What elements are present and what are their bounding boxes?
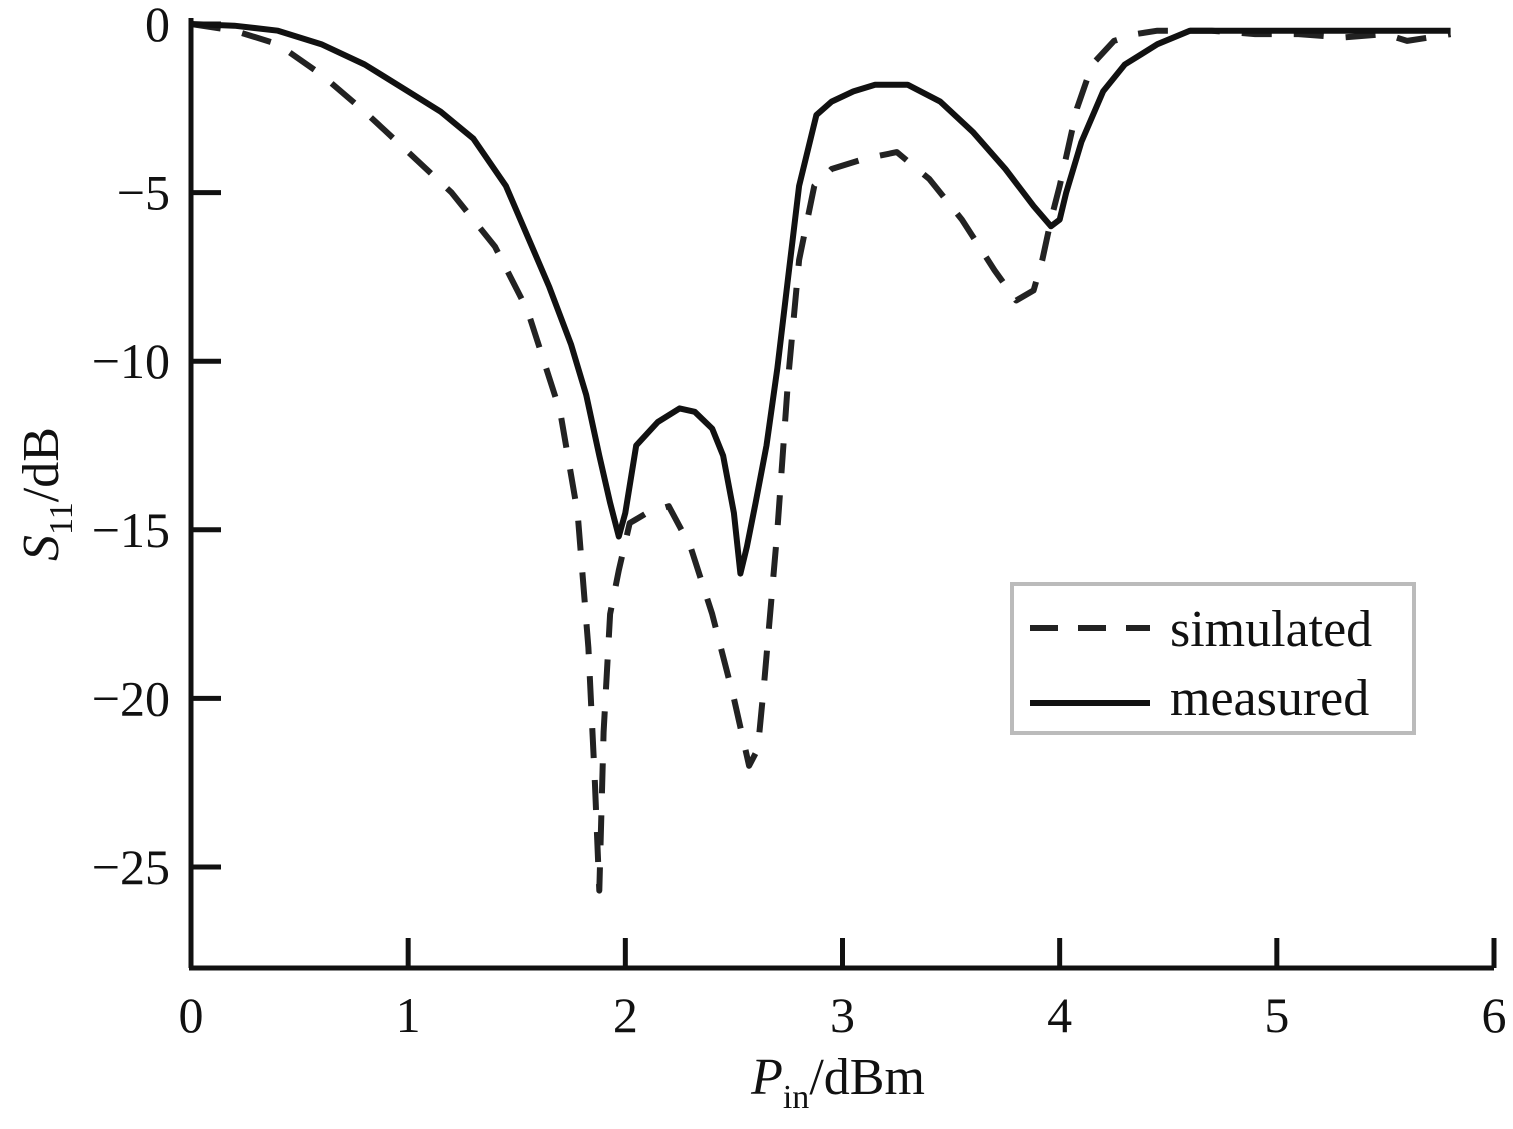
y-tick-label: −10 (92, 333, 170, 389)
y-tick-label: 0 (145, 0, 170, 52)
legend-measured-label: measured (1170, 670, 1369, 727)
y-tick-label: −20 (92, 670, 170, 726)
y-axis-title-main: S (13, 535, 70, 561)
x-tick-label: 6 (1482, 987, 1507, 1043)
series-layer (190, 21, 1452, 894)
series-line-simulated (190, 21, 1452, 894)
y-tick-label: −25 (92, 839, 170, 895)
y-tick-label: −5 (117, 165, 170, 221)
y-axis-title: S11/dB (13, 427, 80, 561)
x-tick-label: 0 (179, 987, 204, 1043)
x-axis-title: Pin/dBm (750, 1049, 925, 1116)
legend: simulated measured (1010, 582, 1416, 735)
x-tick-label: 3 (830, 987, 855, 1043)
y-axis-title-unit: /dB (13, 427, 70, 502)
y-axis-ticks: 0 −5 −10 −15 −20 −25 (92, 0, 221, 895)
series-line-measured (190, 21, 1451, 577)
x-axis-ticks: 0 1 2 3 4 5 6 (179, 938, 1507, 1043)
legend-box (1010, 582, 1416, 735)
x-axis-title-sub: in (783, 1079, 809, 1116)
x-tick-label: 1 (396, 987, 421, 1043)
x-axis-title-unit: /dBm (809, 1049, 925, 1106)
x-axis-title-main: P (750, 1049, 783, 1106)
y-tick-label: −15 (92, 502, 170, 558)
y-axis-title-sub: 11 (43, 502, 80, 535)
legend-simulated-label: simulated (1170, 601, 1372, 658)
x-tick-label: 2 (613, 987, 638, 1043)
x-tick-label: 4 (1047, 987, 1072, 1043)
x-tick-label: 5 (1264, 987, 1289, 1043)
